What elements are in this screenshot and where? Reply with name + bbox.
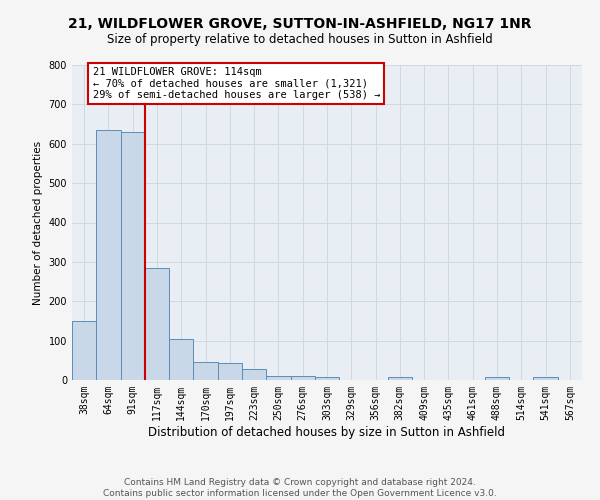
Text: Size of property relative to detached houses in Sutton in Ashfield: Size of property relative to detached ho… (107, 32, 493, 46)
Bar (96, 130, 121, 380)
Bar (315, 377, 339, 380)
Text: 21, WILDFLOWER GROVE, SUTTON-IN-ASHFIELD, NG17 1NR: 21, WILDFLOWER GROVE, SUTTON-IN-ASHFIELD… (68, 18, 532, 32)
Bar (533, 377, 558, 380)
Text: 21 WILDFLOWER GROVE: 114sqm
← 70% of detached houses are smaller (1,321)
29% of : 21 WILDFLOWER GROVE: 114sqm ← 70% of det… (92, 67, 380, 100)
Bar (145, 268, 169, 380)
Bar (121, 132, 145, 380)
Bar (266, 376, 290, 380)
Bar (388, 377, 412, 380)
X-axis label: Distribution of detached houses by size in Sutton in Ashfield: Distribution of detached houses by size … (149, 426, 505, 438)
Bar (290, 376, 315, 380)
Bar (218, 363, 242, 380)
Bar (193, 362, 218, 380)
Bar (242, 369, 266, 380)
Text: Contains HM Land Registry data © Crown copyright and database right 2024.
Contai: Contains HM Land Registry data © Crown c… (103, 478, 497, 498)
Bar (485, 377, 509, 380)
Bar (169, 340, 193, 380)
Y-axis label: Number of detached properties: Number of detached properties (33, 140, 43, 304)
Bar (72, 321, 96, 380)
